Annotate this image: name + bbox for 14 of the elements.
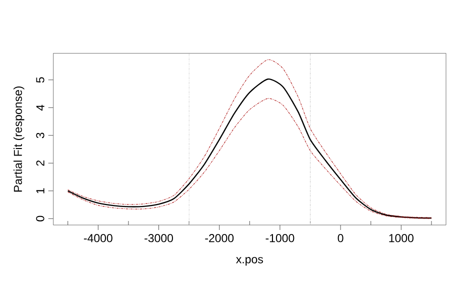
x-tick-label: -3000 <box>144 234 173 242</box>
y-tick-label: 4 <box>36 104 44 111</box>
x-tick-label: 0 <box>338 234 344 242</box>
y-tick-label: 3 <box>36 132 44 138</box>
x-tick-label: -2000 <box>205 234 234 242</box>
x-tick-label: 1000 <box>389 234 414 242</box>
x-tick-label: -4000 <box>84 234 112 242</box>
y-tick-label: 1 <box>36 188 44 194</box>
y-axis-title: Partial Fit (response) <box>14 86 24 192</box>
x-tick-label: -1000 <box>266 234 294 242</box>
x-axis-title: x.pos <box>236 257 263 266</box>
y-tick-label: 0 <box>36 216 44 222</box>
y-tick-label: 2 <box>36 160 44 166</box>
y-tick-label: 5 <box>36 77 44 83</box>
